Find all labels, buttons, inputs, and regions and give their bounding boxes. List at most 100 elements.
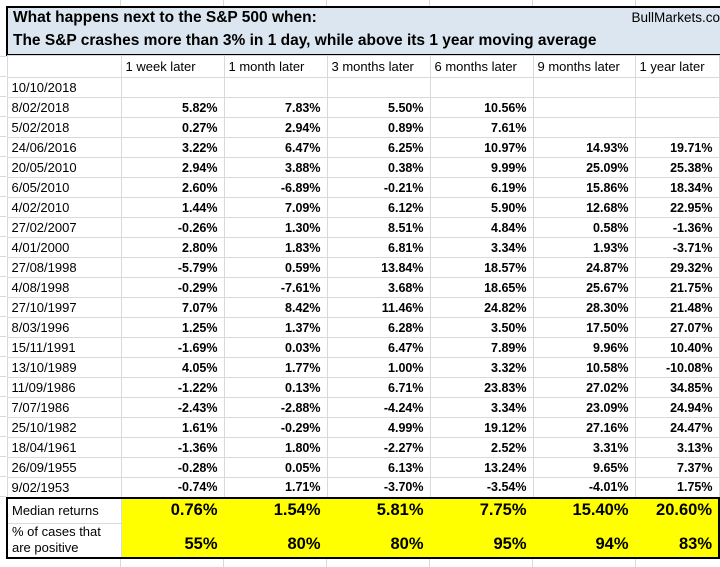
return-cell: 15.86% xyxy=(532,177,636,198)
return-cell: 2.52% xyxy=(429,437,534,458)
return-cell: 0.89% xyxy=(326,117,431,138)
brand-label: BullMarkets.co xyxy=(631,10,720,25)
return-cell: 1.71% xyxy=(223,477,328,498)
event-date-cell: 24/06/2016 xyxy=(6,137,122,158)
return-cell: 24.82% xyxy=(429,297,534,318)
return-cell: -6.89% xyxy=(223,177,328,198)
return-cell xyxy=(326,77,431,98)
return-cell: 5.82% xyxy=(120,97,225,118)
return-cell: 9.99% xyxy=(429,157,534,178)
event-date-cell: 10/10/2018 xyxy=(6,77,122,98)
event-date-cell: 18/04/1961 xyxy=(6,437,122,458)
table-row: 8/03/1996 1.25% 1.37% 6.28% 3.50% 17.50% 27.07… xyxy=(6,317,720,338)
event-date-cell: 6/05/2010 xyxy=(6,177,122,198)
return-cell: -0.29% xyxy=(223,417,328,438)
return-cell: -0.29% xyxy=(120,277,225,298)
median-cell: 5.81% xyxy=(326,496,431,524)
table-row: 4/08/1998 -0.29% -7.61% 3.68% 18.65% 25.67% 21… xyxy=(6,277,720,298)
return-cell: -7.61% xyxy=(223,277,328,298)
return-cell: 27.02% xyxy=(532,377,636,398)
return-cell: -0.21% xyxy=(326,177,431,198)
return-cell: 25.67% xyxy=(532,277,636,298)
table-row: 4/01/2000 2.80% 1.83% 6.81% 3.34% 1.93% -3.71% xyxy=(6,237,720,258)
return-cell: 11.46% xyxy=(326,297,431,318)
return-cell: -0.28% xyxy=(120,457,225,478)
median-row: Median returns 0.76% 1.54% 5.81% 7.75% 1… xyxy=(6,496,720,524)
return-cell: 1.00% xyxy=(326,357,431,378)
table-row: 13/10/1989 4.05% 1.77% 1.00% 3.32% 10.58% -10.… xyxy=(6,357,720,378)
return-cell: 5.50% xyxy=(326,97,431,118)
return-cell: 19.71% xyxy=(634,137,720,158)
table-row: 15/11/1991 -1.69% 0.03% 6.47% 7.89% 9.96% 10.4… xyxy=(6,337,720,358)
return-cell: 22.95% xyxy=(634,197,720,218)
return-cell: 18.34% xyxy=(634,177,720,198)
table-row: 27/10/1997 7.07% 8.42% 11.46% 24.82% 28.30% 21… xyxy=(6,297,720,318)
column-header: 6 months later xyxy=(429,55,534,78)
return-cell: 8.51% xyxy=(326,217,431,238)
event-date-cell: 25/10/1982 xyxy=(6,417,122,438)
return-cell: 0.27% xyxy=(120,117,225,138)
return-cell: -3.71% xyxy=(634,237,720,258)
return-cell xyxy=(634,77,720,98)
return-cell xyxy=(532,77,636,98)
event-date-cell: 7/07/1986 xyxy=(6,397,122,418)
median-cell: 7.75% xyxy=(429,496,534,524)
return-cell: -1.22% xyxy=(120,377,225,398)
median-label: Median returns xyxy=(6,496,122,524)
return-cell: 3.88% xyxy=(223,157,328,178)
return-cell: 0.58% xyxy=(532,217,636,238)
gridline-stubs-bottom xyxy=(120,559,718,567)
return-cell: 24.47% xyxy=(634,417,720,438)
return-cell: 1.83% xyxy=(223,237,328,258)
return-cell: -3.70% xyxy=(326,477,431,498)
event-date-cell: 5/02/2018 xyxy=(6,117,122,138)
table-row: 8/02/2018 5.82% 7.83% 5.50% 10.56% xyxy=(6,97,720,118)
event-date-cell: 8/03/1996 xyxy=(6,317,122,338)
return-cell: 17.50% xyxy=(532,317,636,338)
return-cell: 4.99% xyxy=(326,417,431,438)
table-row: 25/10/1982 1.61% -0.29% 4.99% 19.12% 27.16% 24… xyxy=(6,417,720,438)
return-cell: -4.01% xyxy=(532,477,636,498)
return-cell: 5.90% xyxy=(429,197,534,218)
return-cell: 3.50% xyxy=(429,317,534,338)
table-row: 11/09/1986 -1.22% 0.13% 6.71% 23.83% 27.02% 34… xyxy=(6,377,720,398)
return-cell: -1.36% xyxy=(634,217,720,238)
return-cell: 0.38% xyxy=(326,157,431,178)
table-row: 4/02/2010 1.44% 7.09% 6.12% 5.90% 12.68% 22.95… xyxy=(6,197,720,218)
percent-positive-cell: 95% xyxy=(429,523,534,559)
return-cell: 1.80% xyxy=(223,437,328,458)
return-cell: 2.80% xyxy=(120,237,225,258)
return-cell: 0.59% xyxy=(223,257,328,278)
column-header: 1 month later xyxy=(223,55,328,78)
percent-positive-cell: 83% xyxy=(634,523,720,559)
return-cell: 1.93% xyxy=(532,237,636,258)
table-row: 6/05/2010 2.60% -6.89% -0.21% 6.19% 15.86% 18.… xyxy=(6,177,720,198)
title-box: What happens next to the S&P 500 when: B… xyxy=(6,6,720,56)
table-row: 27/02/2007 -0.26% 1.30% 8.51% 4.84% 0.58% -1.3… xyxy=(6,217,720,238)
return-cell: 3.34% xyxy=(429,397,534,418)
percent-positive-label: % of cases that are positive xyxy=(6,523,122,559)
event-date-cell: 27/10/1997 xyxy=(6,297,122,318)
return-cell: 6.28% xyxy=(326,317,431,338)
return-cell: 1.44% xyxy=(120,197,225,218)
return-cell: 7.37% xyxy=(634,457,720,478)
column-header: 9 months later xyxy=(532,55,636,78)
event-date-cell: 15/11/1991 xyxy=(6,337,122,358)
event-date-cell: 4/01/2000 xyxy=(6,237,122,258)
event-date-cell: 8/02/2018 xyxy=(6,97,122,118)
return-cell: 19.12% xyxy=(429,417,534,438)
table-row: 27/08/1998 -5.79% 0.59% 13.84% 18.57% 24.87% 2… xyxy=(6,257,720,278)
return-cell: 1.61% xyxy=(120,417,225,438)
return-cell: 1.25% xyxy=(120,317,225,338)
column-header: 3 months later xyxy=(326,55,431,78)
table-row: 9/02/1953 -0.74% 1.71% -3.70% -3.54% -4.01% 1.… xyxy=(6,477,720,498)
return-cell: -2.88% xyxy=(223,397,328,418)
return-cell: 9.96% xyxy=(532,337,636,358)
return-cell: 1.75% xyxy=(634,477,720,498)
event-date-cell: 9/02/1953 xyxy=(6,477,122,498)
return-cell xyxy=(532,97,636,118)
return-cell xyxy=(634,117,720,138)
return-cell: -0.74% xyxy=(120,477,225,498)
return-cell: 21.48% xyxy=(634,297,720,318)
